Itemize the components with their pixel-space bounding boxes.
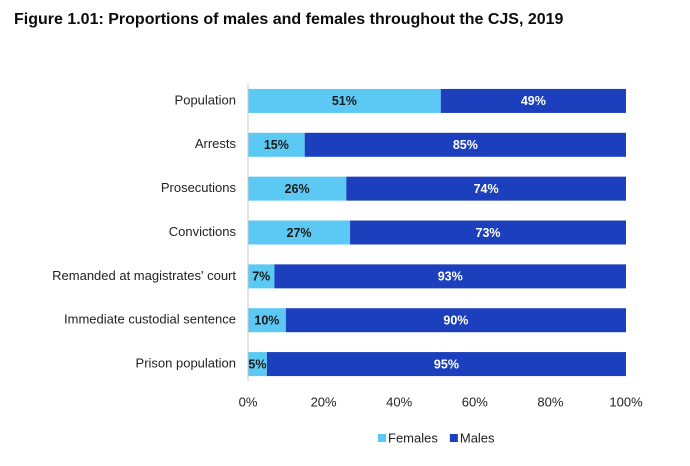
- legend-swatch: [378, 434, 386, 442]
- chart-title: Figure 1.01: Proportions of males and fe…: [14, 11, 564, 28]
- x-tick-label: 100%: [609, 394, 643, 409]
- category-label: Prosecutions: [161, 180, 237, 195]
- x-tick-label: 80%: [537, 394, 563, 409]
- bar-segment: [248, 264, 275, 289]
- bar-segment: [266, 352, 626, 377]
- value-label: 5%: [248, 357, 266, 371]
- category-label: Convictions: [169, 224, 237, 239]
- value-label: 93%: [438, 270, 463, 284]
- bar-segment: [248, 352, 267, 377]
- category-label: Immediate custodial sentence: [64, 312, 236, 327]
- x-tick-label: 0%: [239, 394, 258, 409]
- legend-swatch: [449, 434, 458, 442]
- bar-segment: [440, 88, 626, 113]
- bar-segment: [346, 176, 626, 201]
- bar-segment: [248, 132, 305, 157]
- legend-label: Males: [460, 430, 495, 445]
- value-label: 95%: [434, 357, 459, 371]
- value-label: 73%: [476, 226, 501, 240]
- bar-segment: [350, 220, 626, 245]
- value-label: 51%: [332, 94, 357, 108]
- category-label: Arrests: [195, 136, 237, 151]
- value-label: 15%: [264, 138, 289, 152]
- bar-segment: [274, 264, 626, 289]
- bar-segment: [248, 308, 286, 333]
- bar-segment: [248, 88, 441, 113]
- x-tick-label: 20%: [311, 394, 337, 409]
- category-label: Population: [175, 92, 236, 107]
- value-label: 7%: [252, 270, 270, 284]
- x-tick-label: 60%: [462, 394, 488, 409]
- legend-label: Females: [388, 430, 438, 445]
- x-tick-label: 40%: [386, 394, 412, 409]
- value-label: 74%: [474, 182, 499, 196]
- bar-segment: [285, 308, 626, 333]
- value-label: 85%: [453, 138, 478, 152]
- category-label: Prison population: [136, 356, 236, 371]
- category-label: Remanded at magistrates' court: [52, 268, 236, 283]
- value-label: 49%: [521, 94, 546, 108]
- bar-segment: [248, 176, 347, 201]
- bar-segment: [304, 132, 626, 157]
- bar-segment: [248, 220, 351, 245]
- value-label: 27%: [287, 226, 312, 240]
- value-label: 10%: [254, 314, 279, 328]
- value-label: 90%: [443, 314, 468, 328]
- value-label: 26%: [285, 182, 310, 196]
